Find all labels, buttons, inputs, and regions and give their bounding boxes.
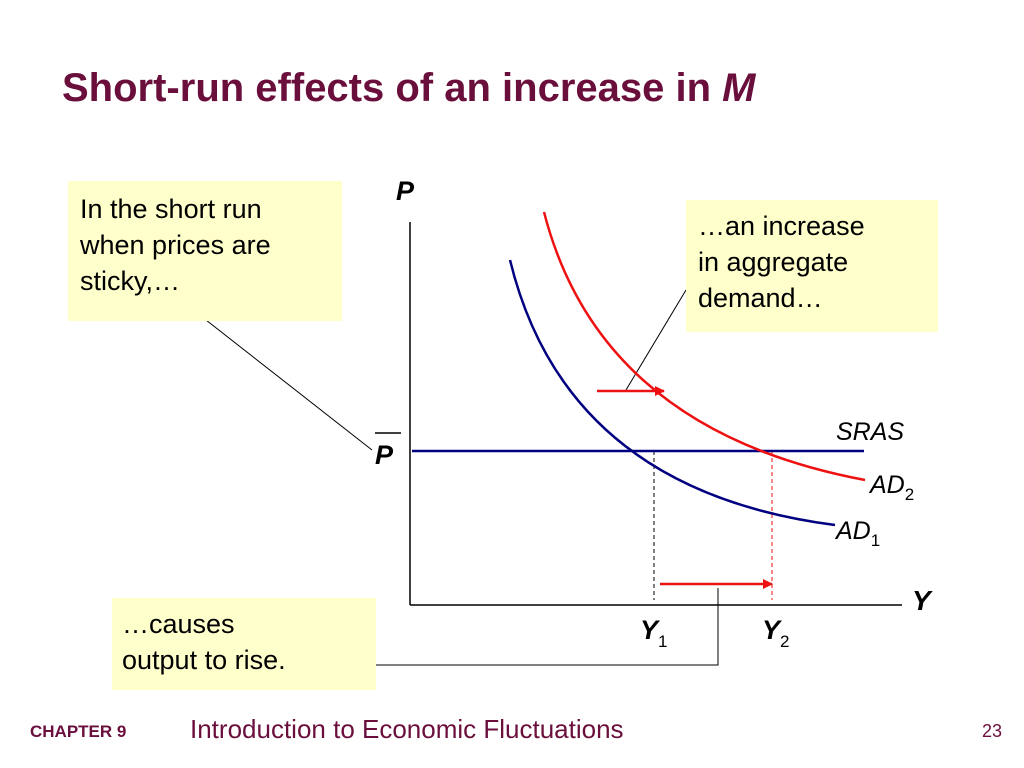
note-line: in aggregate [698, 247, 849, 277]
y1-label: Y1 [640, 615, 667, 651]
note-line: demand… [698, 283, 823, 313]
note-line: output to rise. [122, 645, 286, 675]
slide-title: Short-run effects of an increase in M [62, 66, 755, 111]
y1-label-sub: 1 [658, 632, 667, 651]
callout-line-3 [376, 588, 719, 666]
p-axis-label: P [396, 176, 415, 206]
ad1-label: AD1 [834, 517, 880, 550]
page-number: 23 [981, 721, 1002, 741]
ad2-label-main: AD [868, 471, 905, 499]
ad1-label-main: AD [834, 517, 871, 545]
title-main: Short-run effects of an increase in [62, 66, 723, 110]
ad1-curve [508, 259, 836, 527]
y1-label-main: Y [640, 615, 661, 645]
footer-chapter: CHAPTER 9 [30, 722, 127, 741]
note-line: sticky,… [80, 266, 180, 296]
sras-label: SRAS [836, 418, 904, 446]
callout-line-1 [205, 319, 373, 451]
note-line: …an increase [698, 211, 865, 241]
y2-label-main: Y [762, 615, 783, 645]
note-line: In the short run [80, 194, 262, 224]
note-line: …causes [122, 609, 235, 639]
ad2-label-sub: 2 [905, 485, 914, 504]
price-level-label: P [375, 440, 394, 470]
ad2-label: AD2 [868, 471, 914, 504]
note-sticky-prices: In the short run when prices are sticky,… [68, 181, 342, 321]
title-variable: M [722, 66, 756, 110]
y-axis-label: Y [912, 585, 933, 616]
y2-label: Y2 [762, 615, 789, 651]
footer-title: Introduction to Economic Fluctuations [190, 714, 624, 744]
ad1-label-sub: 1 [871, 531, 880, 550]
note-line: when prices are [80, 230, 271, 260]
y2-label-sub: 2 [780, 632, 789, 651]
ad2-curve [542, 211, 866, 482]
note-increase-demand: …an increase in aggregate demand… [686, 200, 938, 332]
note-output-rise: …causes output to rise. [112, 598, 376, 690]
callout-line-2 [625, 289, 687, 391]
